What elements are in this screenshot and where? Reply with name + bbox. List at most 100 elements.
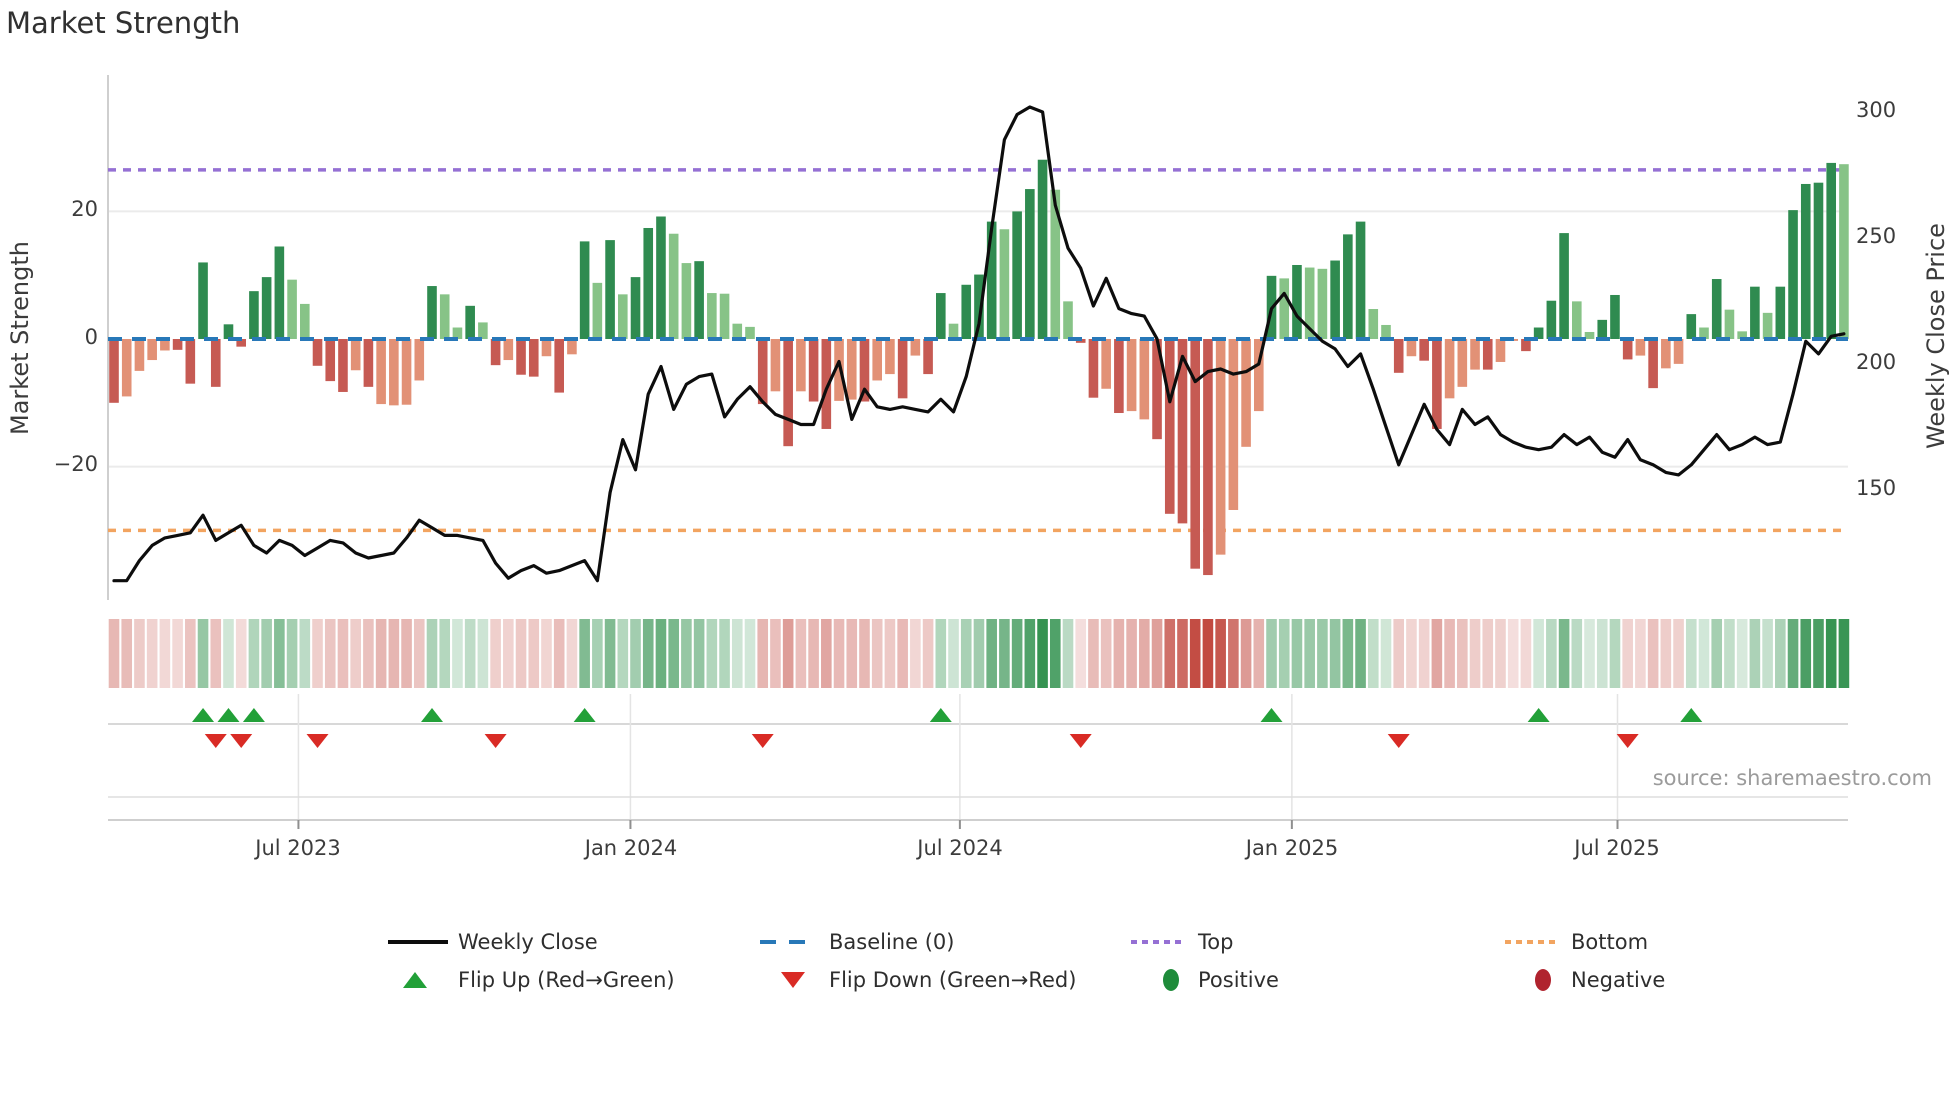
legend-label: Flip Down (Green→Red): [829, 968, 1077, 992]
strength-bar: [249, 291, 259, 339]
strength-bar: [350, 339, 361, 371]
strength-bar: [668, 233, 679, 339]
heatmap-cell: [986, 619, 997, 688]
heatmap-cell: [121, 619, 133, 688]
strength-bar: [846, 339, 857, 400]
strength-bar: [160, 339, 170, 351]
strength-bar: [630, 277, 641, 339]
heatmap-cell: [566, 619, 578, 688]
heatmap-cell: [1278, 619, 1290, 688]
strength-bar: [592, 282, 603, 339]
strength-bar: [745, 326, 755, 339]
strength-bar: [923, 339, 933, 375]
legend-label: Weekly Close: [458, 930, 598, 954]
heatmap-cell: [1011, 619, 1023, 688]
strength-bar: [948, 323, 959, 339]
dashed-line-swatch-icon: [760, 940, 818, 944]
axis-tick-label: Jul 2023: [255, 836, 341, 860]
strength-bar: [974, 274, 984, 339]
strength-bar: [1559, 233, 1569, 339]
heatmap-cell: [1253, 619, 1265, 688]
axis-tick-label: 250: [1856, 224, 1897, 248]
strength-bar: [134, 339, 145, 371]
legend-label: Negative: [1571, 968, 1666, 992]
heatmap-cell: [1495, 619, 1506, 688]
strength-bar: [605, 240, 615, 339]
heatmap-cell: [477, 619, 489, 688]
dot-icon: [1163, 969, 1179, 991]
legend-item-bottom: Bottom: [1505, 928, 1648, 956]
strength-bar: [1533, 327, 1544, 339]
strength-bar: [172, 339, 183, 350]
heatmap-cell: [1164, 619, 1176, 688]
strength-bar: [579, 241, 590, 339]
heatmap-cell: [681, 619, 692, 688]
strength-bar: [1164, 339, 1175, 514]
strength-bar: [1661, 339, 1671, 369]
dotted-line-swatch-icon: [1131, 940, 1186, 944]
strength-bar: [452, 327, 463, 339]
strength-bar: [465, 305, 475, 339]
heatmap-cell: [1151, 619, 1163, 688]
strength-bar: [1304, 267, 1315, 339]
triangle-down-icon: [781, 972, 805, 988]
strength-bar: [1750, 286, 1760, 339]
heatmap-cell: [1685, 619, 1697, 688]
strength-bar: [936, 293, 946, 339]
strength-bar: [1597, 319, 1608, 339]
heatmap-cell: [1431, 619, 1443, 688]
axis-tick-label: 200: [1856, 350, 1897, 374]
heatmap-cell: [1189, 619, 1201, 688]
heatmap-cell: [1647, 619, 1659, 688]
heatmap-cell: [846, 619, 858, 688]
strength-bar: [401, 339, 412, 405]
flip-down-marker: [1616, 734, 1639, 748]
strength-bar: [516, 339, 526, 375]
heatmap-cell: [324, 619, 336, 688]
strength-bar: [770, 339, 781, 392]
strength-bar: [1343, 234, 1353, 339]
heatmap-cell: [579, 619, 590, 688]
strength-bar: [1419, 339, 1429, 361]
heatmap-cell: [935, 619, 947, 688]
strength-bar: [1495, 339, 1506, 362]
flip-up-marker: [1527, 708, 1550, 722]
heatmap-cell: [1787, 619, 1799, 688]
strength-bar: [1241, 339, 1251, 447]
heatmap-cell: [1571, 619, 1583, 688]
strength-bar: [694, 261, 704, 339]
heatmap-cell: [1113, 619, 1125, 688]
strength-bar: [1762, 312, 1773, 339]
source-text: source: sharemaestro.com: [1652, 766, 1932, 790]
strength-bar: [554, 339, 564, 393]
heatmap-cell: [731, 619, 743, 688]
heatmap-cell: [1075, 619, 1087, 688]
heatmap-cell: [185, 619, 196, 688]
heatmap-cell: [503, 619, 514, 688]
heatmap-cell: [1062, 619, 1074, 688]
heatmap-cell: [490, 619, 501, 688]
heatmap-cell: [1546, 619, 1557, 688]
legend-label: Baseline (0): [829, 930, 955, 954]
strength-bar: [1800, 183, 1811, 339]
flip-up-marker: [929, 708, 952, 722]
heatmap-cell: [1838, 619, 1850, 688]
heatmap-cell: [1736, 619, 1748, 688]
page-title: Market Strength: [6, 6, 241, 40]
flip-down-marker: [306, 734, 329, 748]
flip-up-marker: [217, 708, 240, 722]
strength-bar: [618, 294, 628, 339]
heatmap-cell: [1024, 619, 1036, 688]
strength-bar: [1648, 339, 1658, 389]
legend-item-top: Top: [1131, 928, 1233, 956]
heatmap-cell: [795, 619, 807, 688]
strength-bar: [986, 221, 997, 339]
heatmap-cell: [388, 619, 400, 688]
strength-bar: [1432, 339, 1442, 429]
legend-label: Flip Up (Red→Green): [458, 968, 675, 992]
strength-bar: [1546, 300, 1557, 339]
strength-bar: [1025, 189, 1035, 339]
heatmap-cell: [1711, 619, 1723, 688]
heatmap-cell: [197, 619, 209, 688]
